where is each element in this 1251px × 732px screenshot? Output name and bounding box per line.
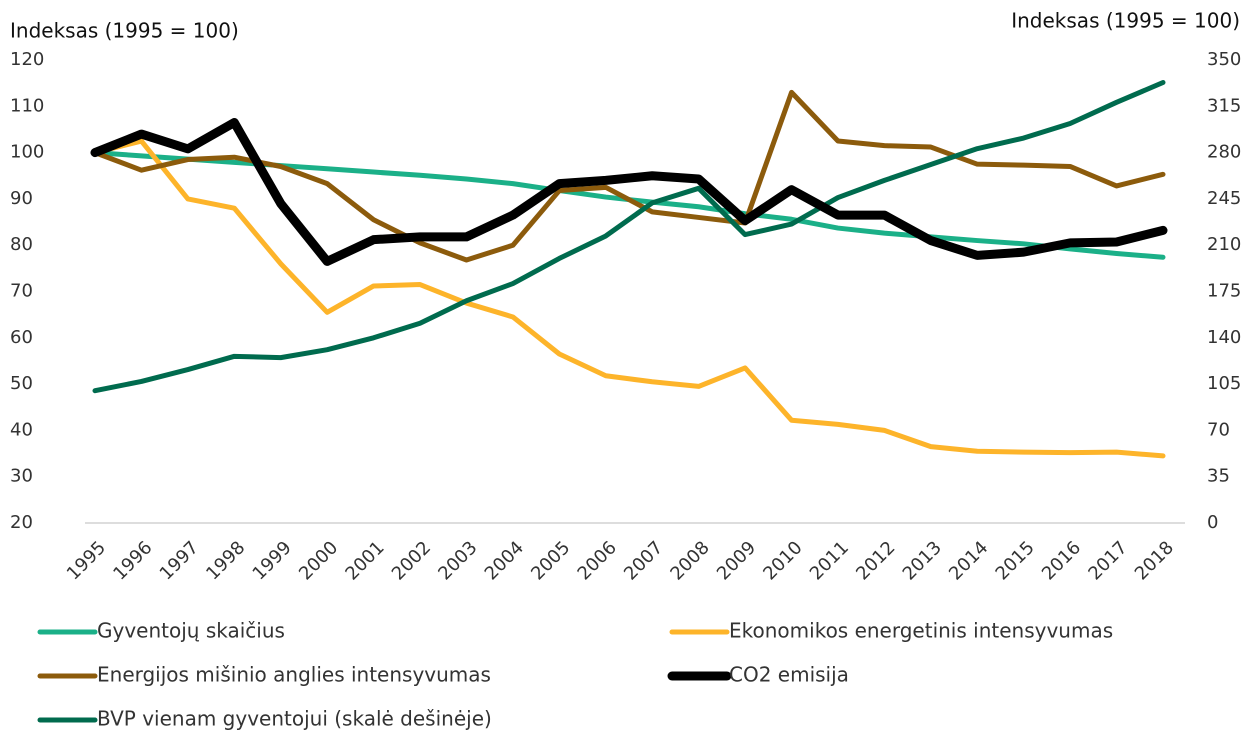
series-line	[92, 150, 1166, 260]
y-tick-label: 120	[10, 49, 44, 70]
x-tick-label: 2017	[1084, 537, 1131, 584]
x-tick-label: 2001	[341, 537, 388, 584]
x-tick-label: 1998	[202, 537, 249, 584]
x-tick-label: 2016	[1038, 537, 1085, 584]
y2-axis-title: Indeksas (1995 = 100)	[1011, 9, 1240, 33]
y-tick-label: 110	[10, 95, 44, 116]
x-tick-label: 1995	[63, 537, 110, 584]
y-tick-label: 80	[10, 234, 33, 255]
y2-tick-label: 0	[1207, 512, 1218, 533]
y-tick-label: 60	[10, 327, 33, 348]
y2-tick-label: 210	[1207, 234, 1241, 255]
x-tick-label: 2018	[1131, 537, 1178, 584]
y-tick-label: 50	[10, 373, 33, 394]
series-line	[92, 138, 1166, 459]
x-tick-label: 2010	[759, 537, 806, 584]
x-tick-label: 2004	[481, 537, 528, 584]
x-tick-label: 1997	[156, 537, 203, 584]
x-tick-label: 2009	[713, 537, 760, 584]
legend-label: Energijos mišinio anglies intensyvumas	[97, 663, 491, 687]
x-tick-label: 1999	[249, 537, 296, 584]
y-tick-label: 100	[10, 142, 44, 163]
y-tick-label: 20	[10, 512, 33, 533]
y2-tick-label: 70	[1207, 419, 1230, 440]
x-tick-label: 2005	[527, 537, 574, 584]
y-tick-label: 40	[10, 419, 33, 440]
y2-tick-label: 35	[1207, 466, 1230, 487]
x-tick-label: 2011	[806, 537, 853, 584]
x-tick-label: 2013	[899, 537, 946, 584]
x-tick-label: 2000	[295, 537, 342, 584]
x-tick-label: 2006	[574, 537, 621, 584]
legend-label: BVP vienam gyventojui (skalė dešinėje)	[97, 707, 492, 731]
x-tick-label: 2002	[388, 537, 435, 584]
y2-tick-label: 245	[1207, 188, 1241, 209]
x-tick-label: 2014	[945, 537, 992, 584]
legend: Gyventojų skaičius Ekonomikos energetinis…	[37, 619, 1113, 731]
series-line	[92, 79, 1166, 394]
y2-tick-label: 350	[1207, 49, 1241, 70]
x-tick-label: 2003	[434, 537, 481, 584]
series-line	[90, 118, 1168, 266]
y-tick-label: 30	[10, 466, 33, 487]
y-axis-title: Indeksas (1995 = 100)	[10, 19, 239, 43]
y-tick-label: 70	[10, 281, 33, 302]
y-tick-label: 90	[10, 188, 33, 209]
x-tick-label: 2008	[666, 537, 713, 584]
y2-tick-label: 105	[1207, 373, 1241, 394]
legend-label: Ekonomikos energetinis intensyvumas	[729, 619, 1113, 643]
y2-tick-label: 175	[1207, 281, 1241, 302]
legend-label: Gyventojų skaičius	[97, 619, 285, 643]
legend-label: CO2 emisija	[729, 663, 849, 687]
x-tick-label: 2007	[620, 537, 667, 584]
x-tick-label: 2012	[852, 537, 899, 584]
y2-tick-label: 315	[1207, 95, 1241, 116]
x-tick-label: 1996	[109, 537, 156, 584]
y2-tick-label: 140	[1207, 327, 1241, 348]
series-line	[92, 89, 1166, 263]
y2-tick-label: 280	[1207, 142, 1241, 163]
x-tick-label: 2015	[992, 537, 1039, 584]
